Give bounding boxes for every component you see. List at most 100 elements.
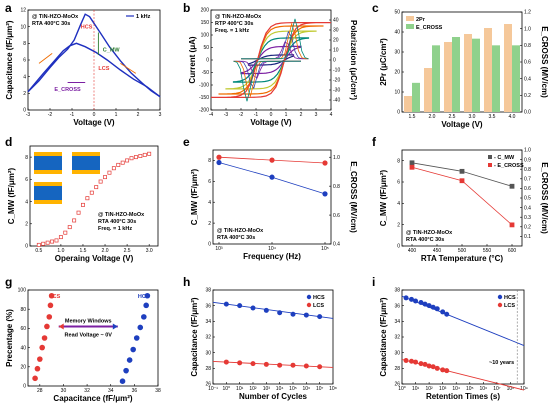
y-tick-label: 0.8 (524, 43, 531, 49)
data-point (129, 156, 134, 161)
device-schematic-top (34, 182, 62, 186)
y-tick-label: 60 (20, 326, 26, 332)
y-tick-label: 6 (23, 58, 26, 64)
annotation: Freq. = 1 kHz (215, 28, 249, 34)
x-tick-label: 10⁵ (289, 386, 297, 392)
ten-year-label: ~10 years (489, 360, 514, 366)
panel-label-c: c (372, 1, 379, 15)
data-point-HCS (237, 303, 243, 309)
data-point-LCS (48, 292, 55, 299)
x-tick-label: 2 (300, 112, 303, 118)
lcs-label: LCS (49, 294, 60, 300)
x-tick-label: 10⁻¹ (208, 386, 218, 392)
bar-2Pr (424, 68, 432, 112)
x-tick-label: 10¹ (412, 386, 420, 392)
x-tick-label: 10⁴ (268, 246, 276, 252)
bar-E_CROSS (492, 45, 500, 113)
x-tick-label: 450 (433, 248, 442, 254)
annotation: RTA 400°C 30s (406, 237, 444, 243)
data-point (138, 154, 143, 158)
data-point-HCS (137, 324, 144, 331)
y-tick-label: 0.2 (524, 225, 531, 231)
y-tick-label: 34 (394, 319, 400, 325)
data-point (120, 160, 125, 165)
y-tick-label: 2 (397, 222, 400, 228)
y-tick-label: 0.3 (524, 215, 531, 221)
x-tick-label: 2.5 (449, 114, 456, 120)
x-tick-label: 32 (84, 388, 90, 394)
x-axis-label: Frequency (Hz) (243, 252, 301, 261)
data-point-LCS (426, 363, 432, 369)
y-tick-label: 12 (20, 8, 26, 14)
x-tick-label: 4 (330, 112, 333, 118)
panel-label-h: h (183, 275, 190, 289)
x-tick-label: 10⁶ (480, 386, 488, 392)
legend-swatch (406, 24, 414, 29)
data-point-LCS (32, 375, 38, 382)
y-axis-label: C_MW (fF/μm²) (190, 168, 199, 225)
y-tick-label: 0.4 (524, 205, 531, 211)
y-tick-label: 0.6 (333, 213, 340, 219)
panel-label-g: g (5, 275, 12, 289)
device-schematic (34, 182, 62, 204)
x-axis-label: Voltage (V) (250, 118, 292, 127)
data-point (67, 225, 72, 230)
x-axis-label: Operaing Voltage (V) (55, 254, 134, 263)
data-point-HCS (317, 314, 323, 320)
data-point (76, 210, 81, 215)
data-point-C_MW (322, 191, 328, 197)
y-tick-label: 50 (203, 45, 209, 51)
x-tick-label: 28 (37, 388, 43, 394)
data-point-E_CROSS (322, 160, 328, 166)
fit-line-HCS (212, 301, 334, 319)
x-tick-label: 10⁶ (303, 386, 311, 392)
y-tick-label: 30 (205, 350, 211, 356)
x-tick-label: 500 (458, 248, 467, 254)
data-point-C_MW (509, 183, 515, 189)
y-tick-label: 2 (208, 221, 211, 227)
panel-d: 0.5 1.0 1.5 2.0 2.5 3.0 0 2 4 6 8 Operaing Voltage … (7, 145, 159, 263)
y-tick-label: 0.5 (524, 196, 531, 202)
x-tick-label: 10⁵ (466, 386, 474, 392)
y-tick-label: 0.2 (524, 93, 531, 99)
device-schematic-top (72, 152, 100, 156)
y-tick-label: 4 (25, 199, 28, 205)
y-tick-label: 28 (205, 366, 211, 372)
bar-E_CROSS (472, 38, 480, 112)
y-tick-label: 6 (208, 179, 211, 185)
data-point-HCS (263, 307, 269, 313)
x-tick-label: 36 (132, 388, 138, 394)
legend-label: LCS (313, 303, 324, 309)
data-point (142, 152, 147, 157)
direction-arrow (38, 52, 53, 64)
current-peak (233, 60, 301, 102)
panel-f: 400 450 500 550 600 0 2 4 6 8 0.1 0.2 0.3 0.4 0.5 0.6 0.… (379, 148, 549, 263)
y-axis-label: Capacitance (fF/μm²) (379, 297, 388, 376)
data-point-E_CROSS (269, 157, 275, 163)
y-tick-label: 0.6 (524, 60, 531, 66)
data-point (41, 241, 46, 246)
bar-E_CROSS (512, 45, 520, 113)
y-tick-label: -150 (199, 95, 209, 101)
data-point-HCS (130, 346, 136, 353)
y-tick-label: 0.4 (524, 76, 531, 82)
y-tick-label: 1.0 (333, 155, 340, 161)
cmw-label: C_MW (103, 48, 121, 54)
x-tick-label: 3 (315, 112, 318, 118)
plot-frame (29, 145, 159, 247)
x-tick-label: -3 (26, 112, 31, 118)
annotation: @ TiN-HZO-MoOx (406, 230, 453, 236)
y-tick-label: 0.9 (524, 157, 531, 163)
data-point-HCS (444, 311, 450, 317)
data-point (107, 170, 112, 175)
y-tick-label: -10 (333, 68, 340, 74)
data-point-LCS (434, 365, 440, 371)
y-tick-label: 38 (205, 288, 211, 294)
arrow-head-right (112, 323, 118, 330)
y-tick-label: 100 (18, 288, 27, 294)
y-tick-label: 28 (394, 366, 400, 372)
y-tick-label: 30 (394, 50, 400, 56)
arrow-head-left (58, 323, 64, 330)
data-point-HCS (418, 300, 424, 306)
